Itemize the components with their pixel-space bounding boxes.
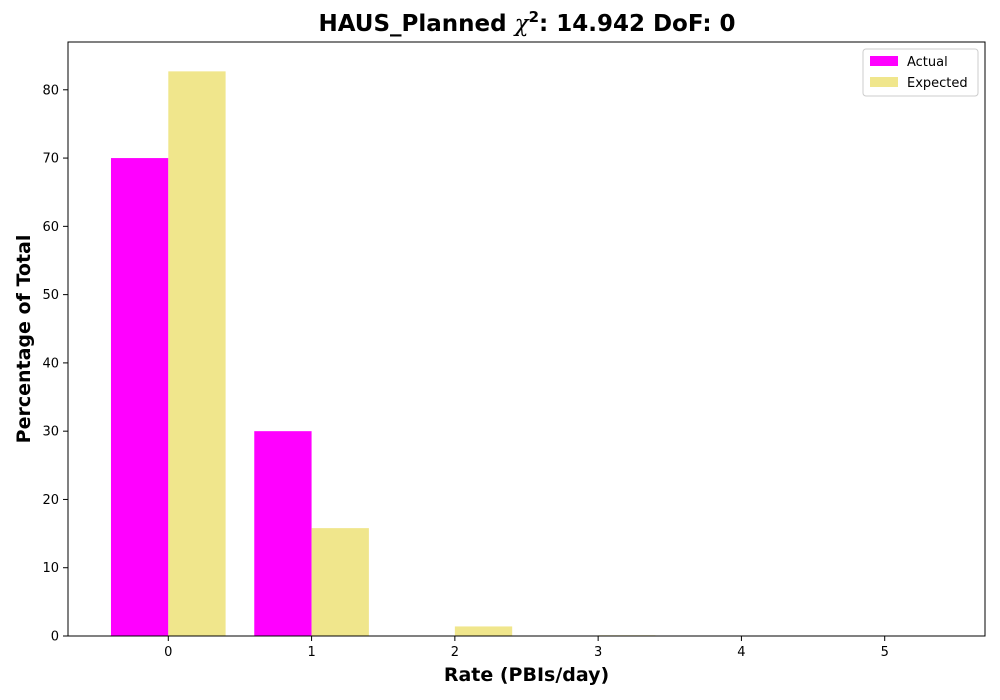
y-tick-label: 80 <box>42 83 59 98</box>
x-tick-label: 5 <box>881 645 889 660</box>
bar-actual-1 <box>254 431 312 636</box>
bar-expected-1 <box>311 528 369 636</box>
bars-layer <box>110 71 656 636</box>
x-tick-label: 3 <box>594 645 602 660</box>
chart-title-suffix: : 14.942 DoF: 0 <box>539 11 736 37</box>
x-axis-ticks: 0 1 2 3 4 5 <box>164 636 889 660</box>
y-tick-label: 0 <box>51 630 59 645</box>
x-axis-label: Rate (PBIs/day) <box>444 664 609 686</box>
chart-title-superscript: 2 <box>529 8 539 26</box>
y-axis-ticks: 0 10 20 30 40 50 60 70 80 <box>42 83 68 645</box>
legend-label-actual: Actual <box>907 55 948 70</box>
plot-area: 0 1 2 3 4 5 0 10 20 30 40 50 60 70 80 <box>42 41 986 660</box>
y-tick-label: 20 <box>42 493 59 508</box>
y-tick-label: 10 <box>42 561 59 576</box>
y-tick-label: 30 <box>42 425 59 440</box>
bar-expected-2 <box>454 626 513 636</box>
y-axis-label: Percentage of Total <box>13 235 35 444</box>
chart-title-symbol: χ <box>513 11 531 37</box>
axes-frame <box>67 41 986 637</box>
legend-label-expected: Expected <box>907 76 968 91</box>
x-tick-label: 0 <box>164 645 172 660</box>
y-tick-label: 40 <box>42 356 59 371</box>
y-tick-label: 60 <box>42 220 59 235</box>
y-tick-label: 50 <box>42 288 59 303</box>
legend-swatch-actual <box>870 56 898 66</box>
x-tick-label: 4 <box>737 645 745 660</box>
chart-title-prefix: HAUS_Planned <box>318 11 514 37</box>
x-tick-label: 1 <box>307 645 315 660</box>
legend: Actual Expected <box>862 48 979 97</box>
legend-swatch-expected <box>870 77 898 87</box>
bar-expected-0 <box>168 71 226 636</box>
x-tick-label: 2 <box>451 645 459 660</box>
chart-title: HAUS_Planned χ2: 14.942 DoF: 0 <box>318 8 735 37</box>
bar-actual-0 <box>110 158 169 636</box>
y-tick-label: 70 <box>42 152 59 167</box>
